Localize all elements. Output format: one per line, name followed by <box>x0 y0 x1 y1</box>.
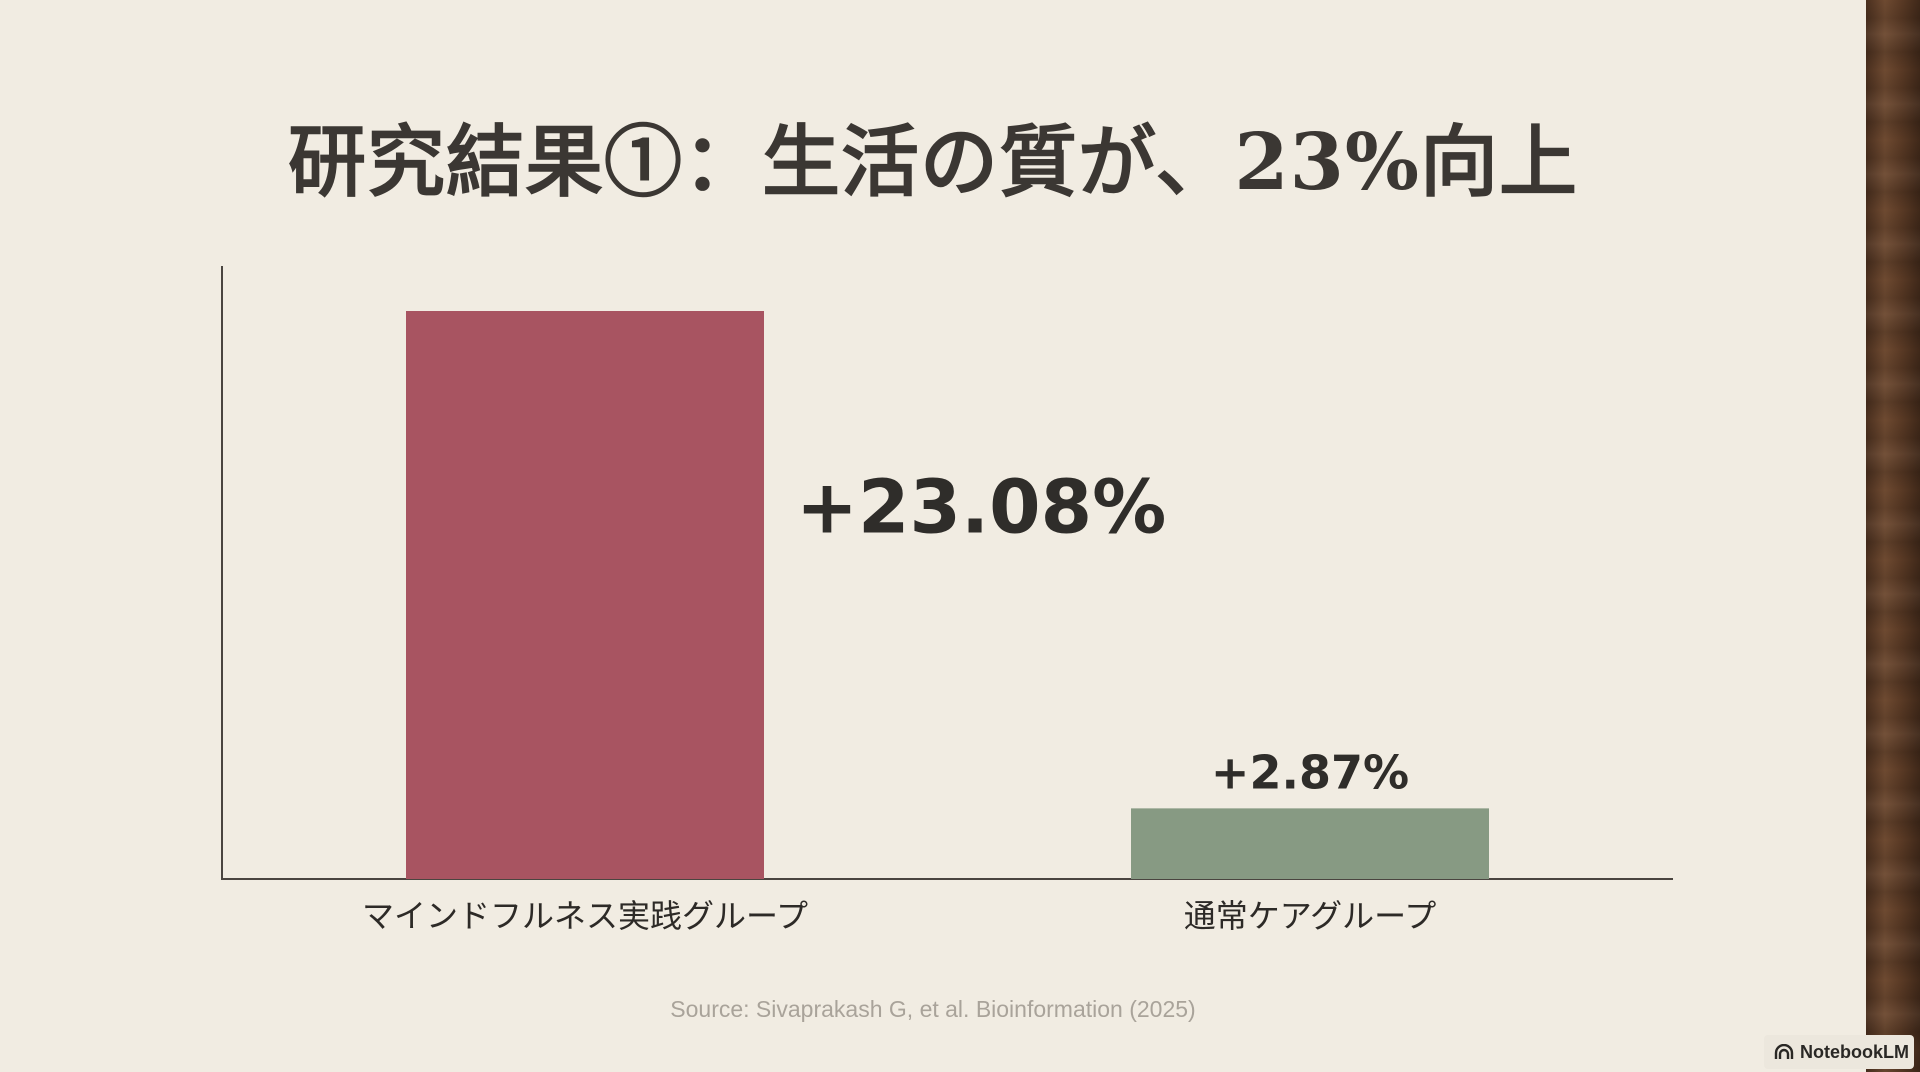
source-citation: Source: Sivaprakash G, et al. Bioinforma… <box>670 996 1196 1022</box>
value-label-mindfulness: +23.08% <box>796 465 1166 551</box>
value-label-usual-care: +2.87% <box>1211 745 1409 799</box>
notebooklm-badge: NotebookLM <box>1764 1035 1914 1069</box>
badge-label: NotebookLM <box>1800 1041 1909 1062</box>
wood-edge-background <box>1866 0 1920 1072</box>
bar-mindfulness <box>406 311 764 879</box>
slide-background <box>0 0 1866 1072</box>
notebooklm-logo-icon <box>1774 1044 1794 1059</box>
bar-chart: +23.08% マインドフルネス実践グループ +2.87% 通常ケアグループ <box>221 266 1673 935</box>
slide-title: 研究結果①：生活の質が、23%向上 <box>287 117 1579 208</box>
category-label-mindfulness: マインドフルネス実践グループ <box>362 897 808 935</box>
bar-usual-care <box>1131 808 1489 879</box>
bars-group: +23.08% マインドフルネス実践グループ +2.87% 通常ケアグループ <box>362 311 1489 935</box>
category-label-usual-care: 通常ケアグループ <box>1184 897 1436 935</box>
